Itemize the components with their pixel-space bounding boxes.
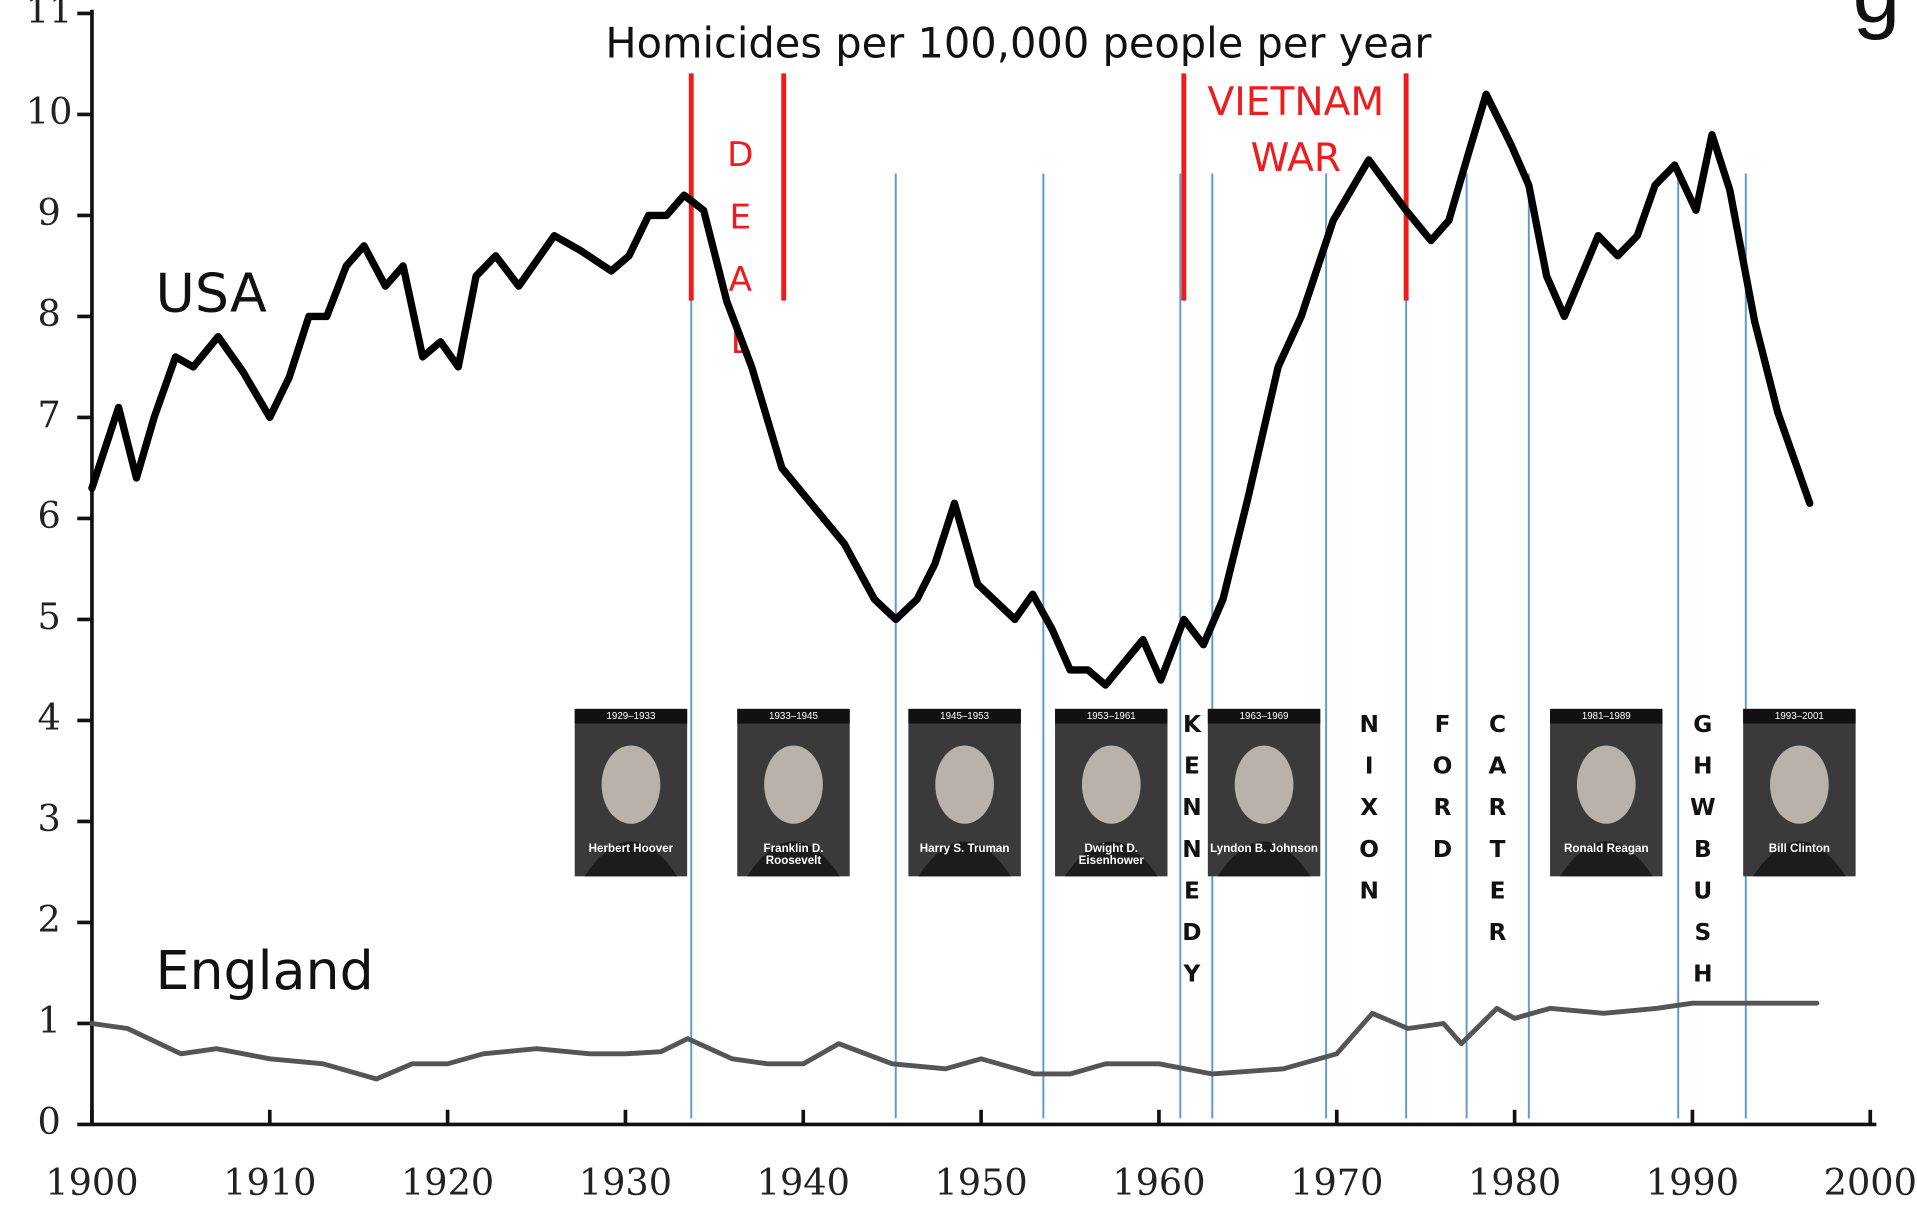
x-tick-label: 1930 [579,1161,672,1204]
y-tick-label: 9 [38,191,61,234]
y-tick-label: 10 [26,90,73,133]
series-label: England [155,939,373,1002]
president-name-box: CARTER [1484,711,1511,961]
portrait-suit [918,841,1012,877]
era-label: VIETNAM WAR [1207,78,1385,181]
y-tick-label: 7 [38,393,61,436]
president-name-box: NIXON [1355,711,1383,920]
portrait-name: Herbert Hoover [588,843,674,856]
portrait-face [1081,745,1141,824]
portrait-name-box: Dwight D. Eisenhower [1078,843,1144,868]
president-name: KENNEDY [1178,711,1206,1003]
portrait-name-box: Franklin D. Roosevelt [763,843,824,868]
portrait-years: 1963–1969 [1240,711,1289,722]
x-tick-label: 1950 [934,1161,1027,1204]
portrait-header [1207,708,1321,724]
y-tick-label: 3 [38,797,61,840]
portrait-face [1234,745,1294,824]
portrait-name: Lyndon B. Johnson [1210,843,1319,856]
president-name: GHWBUSH [1689,711,1717,1003]
portrait-suit [1064,841,1158,877]
portrait-name: Harry S. Truman [919,843,1010,856]
x-tick-label: 1900 [45,1161,138,1204]
portrait-header [908,708,1021,724]
portrait-face [1576,745,1636,824]
era-label-box: NEW DEAL [720,134,761,384]
y-tick-label: 6 [38,494,61,537]
series-line [88,90,1814,689]
portrait-suit [747,841,840,877]
president-name: FORD [1429,711,1456,878]
president-name-box: FORD [1429,711,1456,878]
portrait-header [574,708,688,724]
portrait-name-box: Ronald Reagan [1564,843,1649,856]
series-label: USA [155,262,266,325]
era-label: NEW DEAL [720,134,761,384]
era-label-box: VIETNAM WAR [1207,78,1385,181]
x-tick-label: 1970 [1290,1161,1383,1204]
portrait-face [935,745,994,824]
x-tick-label: 1990 [1646,1161,1739,1204]
portrait-years: 1993–2001 [1775,711,1824,722]
portrait-years: 1953–1961 [1087,711,1136,722]
portrait-name-box: Lyndon B. Johnson [1210,843,1319,856]
portrait-suit [1217,841,1311,877]
chart-title: Homicides per 100,000 people per year [605,18,1432,67]
portrait-name: Ronald Reagan [1564,843,1649,856]
president-name: CARTER [1484,711,1511,961]
president-name: NIXON [1355,711,1383,920]
portrait-header [737,708,850,724]
y-tick-label: 0 [38,1100,61,1143]
x-tick-label: 2000 [1824,1161,1917,1204]
portrait-face [1770,745,1829,824]
portrait-years: 1929–1933 [606,711,655,722]
series-line [89,1000,1820,1082]
x-tick-label: 1980 [1468,1161,1561,1204]
portrait-header [1550,708,1663,724]
portrait-years: 1933–1945 [769,711,818,722]
portrait-years: 1945–1953 [940,711,989,722]
y-tick-label: 8 [38,292,61,335]
y-tick-label: 4 [38,696,61,739]
portrait-years: 1981–1989 [1582,711,1631,722]
x-tick-label: 1910 [223,1161,316,1204]
portrait-name: Franklin D. Roosevelt [763,843,824,868]
portrait-suit [584,841,678,877]
x-tick-label: 1960 [1112,1161,1205,1204]
portrait-name: Dwight D. Eisenhower [1078,843,1144,868]
y-tick-label: 1 [38,999,61,1042]
title-fragment: g [1853,0,1901,42]
portrait-header [1743,708,1856,724]
portrait-header [1055,708,1168,724]
x-tick-label: 1940 [757,1161,850,1204]
portrait-name-box: Herbert Hoover [588,843,674,856]
y-tick-label: 11 [26,0,73,32]
president-name-box: GHWBUSH [1689,711,1717,1003]
y-tick-label: 5 [38,595,61,638]
x-tick-label: 1920 [401,1161,494,1204]
portrait-name-box: Bill Clinton [1768,843,1831,856]
president-name-box: KENNEDY [1178,711,1206,1003]
portrait-name-box: Harry S. Truman [919,843,1010,856]
portrait-suit [1559,841,1653,877]
portrait-suit [1752,841,1846,877]
portrait-name: Bill Clinton [1768,843,1831,856]
y-tick-label: 2 [38,898,61,941]
portrait-face [764,745,823,824]
portrait-face [601,745,661,824]
